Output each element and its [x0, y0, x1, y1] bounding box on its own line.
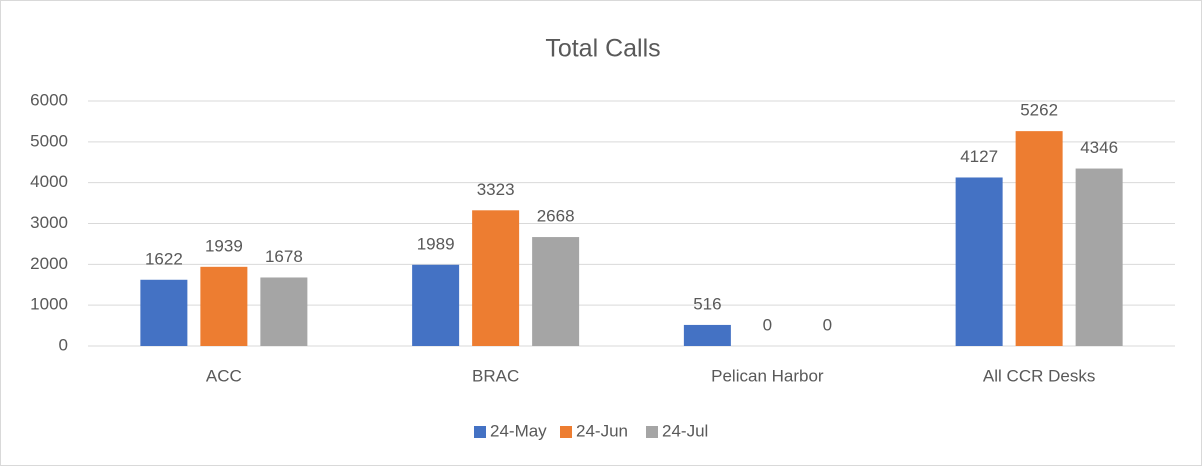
bar [955, 177, 1003, 346]
legend-label: 24-Jul [662, 421, 708, 440]
bar [260, 277, 308, 346]
x-tick-label: BRAC [472, 366, 519, 385]
legend-swatch [560, 426, 572, 438]
data-label: 5262 [1020, 101, 1058, 120]
chart-title: Total Calls [545, 35, 660, 63]
legend-label: 24-May [490, 421, 547, 440]
bar [1075, 168, 1123, 346]
legend-label: 24-Jun [576, 421, 628, 440]
data-label: 4127 [960, 147, 998, 166]
bar [683, 324, 731, 346]
bar [140, 279, 188, 346]
bar [412, 264, 460, 346]
legend-swatch [474, 426, 486, 438]
bar [200, 266, 248, 346]
bar [472, 210, 520, 346]
y-tick-label: 1000 [30, 295, 68, 314]
data-label: 1989 [417, 234, 455, 253]
y-tick-label: 2000 [30, 254, 68, 273]
data-label: 0 [823, 315, 832, 334]
data-label: 1622 [145, 249, 183, 268]
data-label: 3323 [477, 180, 515, 199]
data-label: 4346 [1080, 138, 1118, 157]
data-label: 1678 [265, 247, 303, 266]
data-label: 2668 [537, 207, 575, 226]
y-tick-label: 6000 [30, 90, 68, 109]
legend-swatch [646, 426, 658, 438]
bar [1015, 131, 1063, 346]
y-tick-label: 5000 [30, 131, 68, 150]
x-tick-label: All CCR Desks [983, 366, 1095, 385]
y-tick-label: 4000 [30, 172, 68, 191]
y-tick-label: 0 [59, 335, 68, 354]
y-tick-label: 3000 [30, 213, 68, 232]
data-label: 1939 [205, 236, 243, 255]
bar [532, 237, 580, 346]
x-tick-label: Pelican Harbor [711, 366, 824, 385]
data-label: 516 [693, 294, 721, 313]
data-label: 0 [763, 315, 772, 334]
x-tick-label: ACC [206, 366, 242, 385]
